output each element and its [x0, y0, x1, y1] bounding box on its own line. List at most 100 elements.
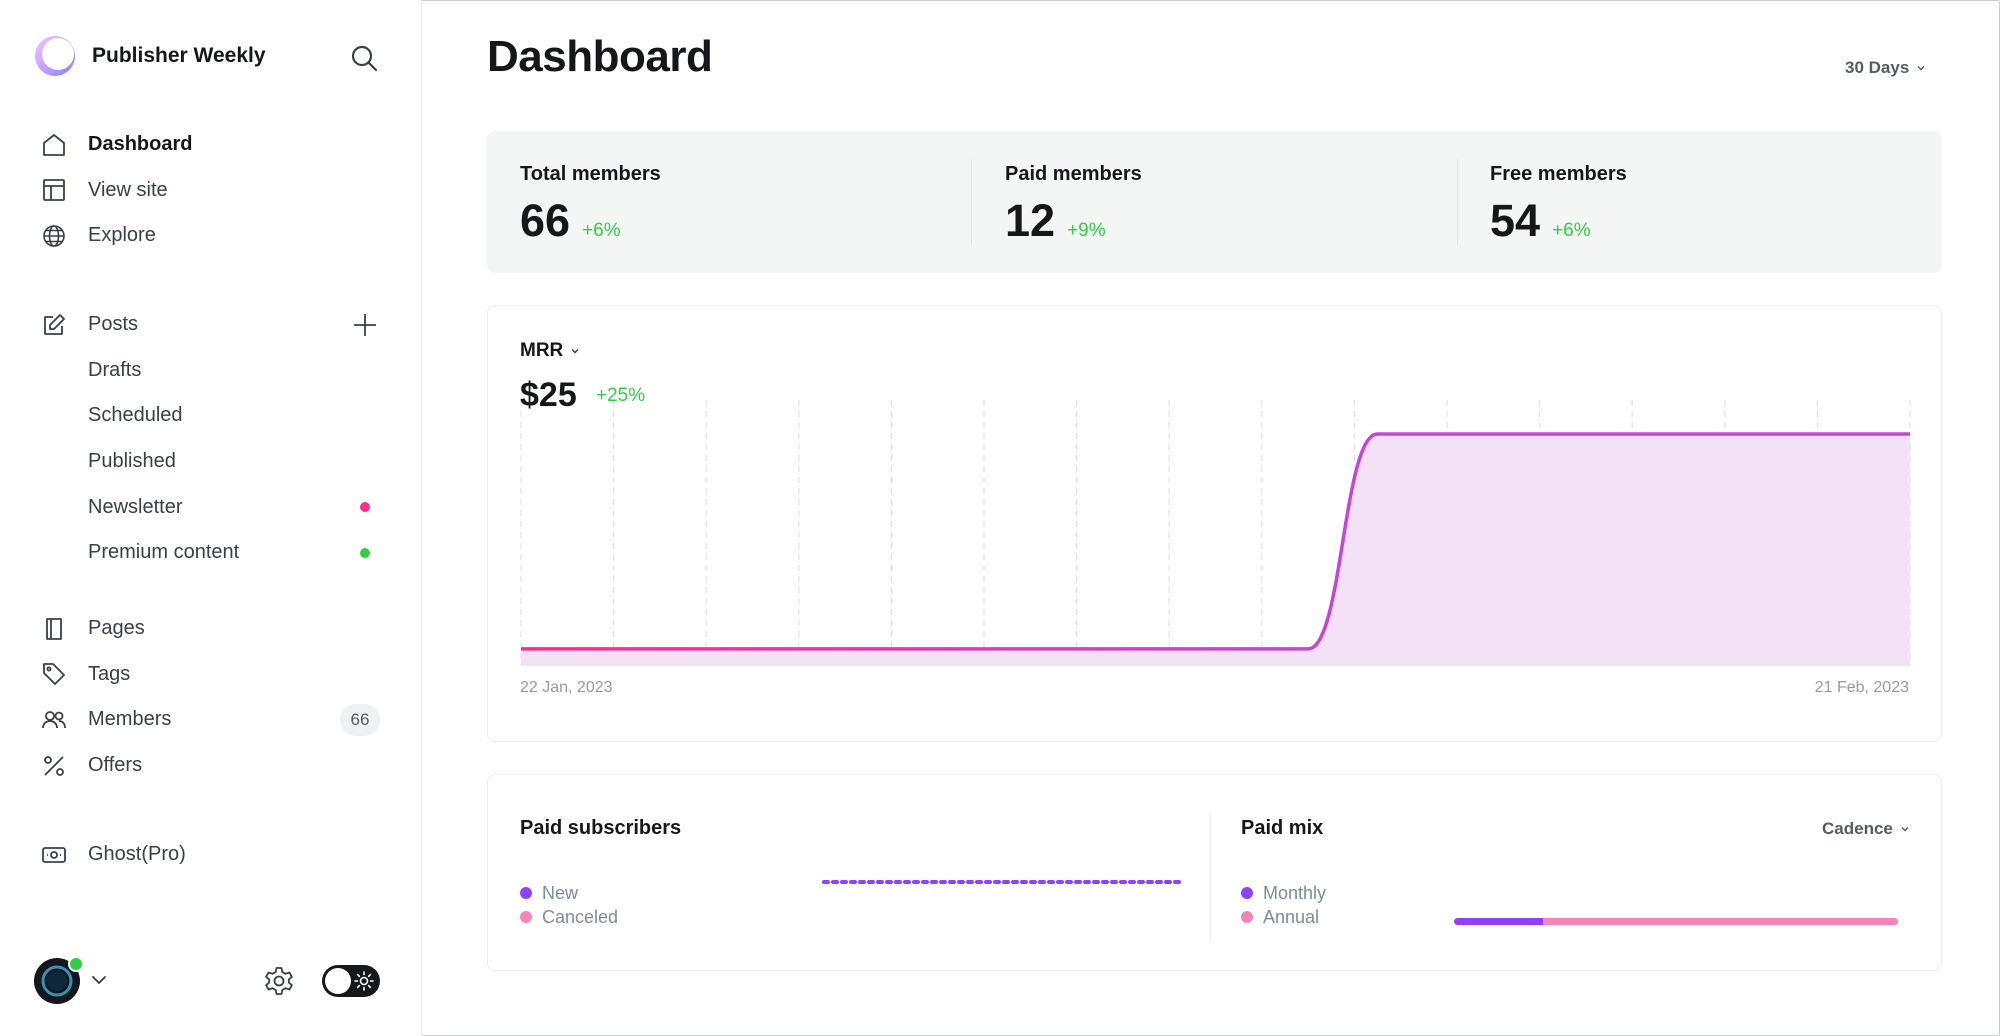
- legend-item-canceled: Canceled: [520, 905, 618, 929]
- nav-label: Premium content: [88, 541, 239, 564]
- nav-item-pages[interactable]: Pages: [40, 606, 380, 652]
- stat-value: 66: [520, 198, 570, 243]
- nav-label: Pages: [88, 617, 145, 640]
- mrr-delta: +25%: [596, 385, 645, 407]
- home-icon: [40, 131, 68, 159]
- legend-item-new: New: [520, 881, 618, 905]
- legend-swatch: [1241, 887, 1253, 899]
- stat-delta: +6%: [1552, 220, 1591, 242]
- search-icon[interactable]: [348, 42, 380, 74]
- premium-status-dot: [360, 548, 370, 558]
- nav-label: Offers: [88, 754, 142, 777]
- stat-value: 54: [1490, 198, 1540, 243]
- cadence-label: Cadence: [1822, 819, 1893, 839]
- nav-item-offers[interactable]: Offers: [40, 743, 380, 789]
- legend-item-annual: Annual: [1241, 905, 1326, 929]
- sun-icon: [354, 971, 374, 991]
- mrr-area: [521, 434, 1910, 665]
- metric-label: MRR: [520, 340, 563, 362]
- nav-label: Members: [88, 708, 171, 731]
- nav-item-ghost-pro[interactable]: Ghost(Pro): [40, 832, 380, 878]
- primary-nav: Dashboard View site Explore: [40, 122, 380, 259]
- mrr-value: $25: [520, 376, 577, 415]
- posts-nav: Posts Drafts Scheduled Published Newslet…: [40, 302, 380, 576]
- sidebar-footer: [34, 956, 382, 1006]
- edit-icon: [40, 311, 68, 339]
- cadence-select[interactable]: Cadence: [1822, 819, 1911, 839]
- member-stats: Total members 66 +6% Paid members 12 +9%…: [487, 131, 1942, 273]
- mrr-chart: [488, 306, 1943, 743]
- stat-delta: +9%: [1067, 220, 1106, 242]
- nav-item-view-site[interactable]: View site: [40, 168, 380, 214]
- toggle-knob: [325, 968, 351, 994]
- divider: [1210, 813, 1211, 941]
- paid-mix-bar[interactable]: [1454, 918, 1898, 925]
- mix-bar-annual: [1543, 918, 1898, 925]
- brand[interactable]: Publisher Weekly: [34, 34, 266, 78]
- billing-nav: Ghost(Pro): [40, 832, 380, 878]
- layout-icon: [40, 176, 68, 204]
- nav-label: Newsletter: [88, 496, 182, 519]
- stat-label: Total members: [520, 163, 960, 186]
- nav-label: View site: [88, 179, 168, 202]
- nav-item-tags[interactable]: Tags: [40, 652, 380, 698]
- nav-item-newsletter[interactable]: Newsletter: [40, 484, 380, 530]
- x-axis-end-label: 21 Feb, 2023: [1815, 679, 1909, 697]
- nav-label: Ghost(Pro): [88, 843, 186, 866]
- gear-icon[interactable]: [262, 964, 296, 998]
- legend-swatch: [1241, 911, 1253, 923]
- nav-item-posts[interactable]: Posts: [40, 302, 380, 348]
- legend-swatch: [520, 887, 532, 899]
- legend-label: Canceled: [542, 907, 618, 928]
- paid-breakdown-card: Paid subscribers New Canceled Paid mix C…: [487, 774, 1942, 971]
- globe-icon: [40, 222, 68, 250]
- nav-item-dashboard[interactable]: Dashboard: [40, 122, 380, 168]
- new-post-button[interactable]: [350, 310, 380, 340]
- credit-card-icon: [40, 841, 68, 869]
- main-content: Dashboard 30 Days Total members 66 +6% P…: [422, 0, 2000, 1036]
- metric-select[interactable]: MRR: [520, 340, 581, 362]
- nav-label: Published: [88, 450, 176, 473]
- chevron-down-icon: [1915, 62, 1927, 74]
- nav-item-published[interactable]: Published: [40, 439, 380, 485]
- stat-value: 12: [1005, 198, 1055, 243]
- chevron-down-icon: [569, 345, 581, 357]
- nav-item-premium-content[interactable]: Premium content: [40, 530, 380, 576]
- paid-mix-title: Paid mix: [1241, 817, 1323, 840]
- divider: [1457, 159, 1458, 245]
- online-status-dot: [68, 956, 84, 972]
- paid-subscribers-sparkline: [822, 877, 1182, 887]
- page-icon: [40, 615, 68, 643]
- stat-label: Paid members: [1005, 163, 1445, 186]
- paid-subscribers-title: Paid subscribers: [520, 817, 681, 840]
- brand-logo-icon: [34, 35, 76, 77]
- chevron-down-icon[interactable]: [88, 969, 110, 991]
- stat-paid-members[interactable]: Paid members 12 +9%: [1005, 163, 1445, 243]
- stat-free-members[interactable]: Free members 54 +6%: [1490, 163, 1930, 243]
- nav-item-drafts[interactable]: Drafts: [40, 348, 380, 394]
- nav-item-scheduled[interactable]: Scheduled: [40, 393, 380, 439]
- date-range-label: 30 Days: [1845, 58, 1909, 78]
- date-range-select[interactable]: 30 Days: [1845, 58, 1927, 78]
- nav-label: Posts: [88, 313, 138, 336]
- nav-label: Explore: [88, 224, 156, 247]
- theme-toggle[interactable]: [322, 965, 380, 997]
- sidebar: Publisher Weekly Dashboard View site Exp…: [0, 0, 422, 1036]
- newsletter-status-dot: [360, 502, 370, 512]
- stat-label: Free members: [1490, 163, 1930, 186]
- stat-total-members[interactable]: Total members 66 +6%: [520, 163, 960, 243]
- tag-icon: [40, 660, 68, 688]
- legend-label: Annual: [1263, 907, 1319, 928]
- page-title: Dashboard: [487, 32, 712, 82]
- legend-label: Monthly: [1263, 883, 1326, 904]
- chevron-down-icon: [1899, 823, 1911, 835]
- nav-item-members[interactable]: Members 66: [40, 697, 380, 743]
- members-count-badge: 66: [340, 704, 380, 736]
- nav-label: Scheduled: [88, 404, 183, 427]
- legend-item-monthly: Monthly: [1241, 881, 1326, 905]
- mrr-card: MRR $25 +25% 22 Jan, 2023 21 Feb, 2023: [487, 305, 1942, 742]
- divider: [971, 159, 972, 245]
- legend-label: New: [542, 883, 578, 904]
- nav-item-explore[interactable]: Explore: [40, 213, 380, 259]
- mix-bar-monthly: [1454, 918, 1543, 925]
